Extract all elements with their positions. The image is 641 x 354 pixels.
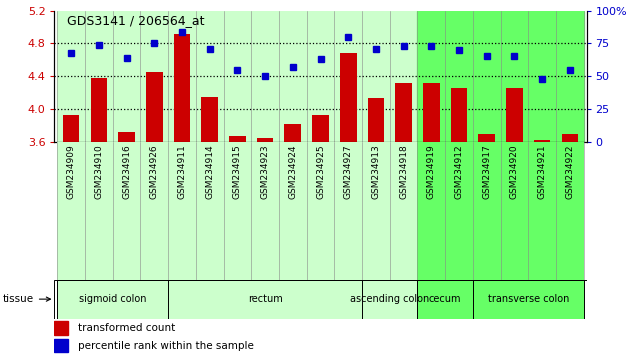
Bar <box>57 11 168 142</box>
Text: GSM234909: GSM234909 <box>67 144 76 199</box>
Text: GDS3141 / 206564_at: GDS3141 / 206564_at <box>67 14 205 27</box>
Text: transverse colon: transverse colon <box>488 294 569 304</box>
Text: ascending colon: ascending colon <box>350 294 429 304</box>
Bar <box>63 115 79 142</box>
Text: GSM234912: GSM234912 <box>454 144 463 199</box>
Bar <box>473 142 584 280</box>
Bar <box>362 11 417 142</box>
Bar <box>54 321 68 335</box>
Bar <box>229 136 246 142</box>
Bar <box>146 72 163 142</box>
Bar <box>367 98 384 142</box>
Text: sigmoid colon: sigmoid colon <box>79 294 146 304</box>
Bar <box>506 87 523 142</box>
Bar <box>57 142 168 280</box>
Text: GSM234927: GSM234927 <box>344 144 353 199</box>
Bar <box>362 280 417 319</box>
Text: GSM234918: GSM234918 <box>399 144 408 199</box>
Text: tissue: tissue <box>3 294 51 304</box>
Text: percentile rank within the sample: percentile rank within the sample <box>78 341 254 350</box>
Bar <box>395 84 412 142</box>
Bar <box>473 11 584 142</box>
Text: GSM234923: GSM234923 <box>261 144 270 199</box>
Bar <box>312 115 329 142</box>
Bar <box>473 280 584 319</box>
Bar <box>285 124 301 142</box>
Bar <box>362 142 417 280</box>
Bar <box>423 82 440 142</box>
Bar <box>54 339 68 352</box>
Text: GSM234917: GSM234917 <box>482 144 491 199</box>
Text: GSM234921: GSM234921 <box>538 144 547 199</box>
Bar <box>174 34 190 142</box>
Text: GSM234913: GSM234913 <box>371 144 380 199</box>
Bar <box>534 140 551 142</box>
Bar <box>168 142 362 280</box>
Bar <box>57 280 168 319</box>
Text: cecum: cecum <box>429 294 462 304</box>
Bar <box>168 280 362 319</box>
Bar <box>478 134 495 142</box>
Text: rectum: rectum <box>247 294 283 304</box>
Text: transformed count: transformed count <box>78 323 176 333</box>
Bar <box>257 138 274 142</box>
Text: GSM234911: GSM234911 <box>178 144 187 199</box>
Bar <box>118 132 135 142</box>
Text: GSM234914: GSM234914 <box>205 144 214 199</box>
Bar <box>168 11 362 142</box>
Bar <box>90 78 107 142</box>
Bar <box>417 142 473 280</box>
Text: GSM234910: GSM234910 <box>94 144 103 199</box>
Text: GSM234926: GSM234926 <box>150 144 159 199</box>
Text: GSM234919: GSM234919 <box>427 144 436 199</box>
Bar <box>417 11 473 142</box>
Text: GSM234920: GSM234920 <box>510 144 519 199</box>
Text: GSM234924: GSM234924 <box>288 144 297 199</box>
Bar <box>562 134 578 142</box>
Bar <box>451 87 467 142</box>
Text: GSM234922: GSM234922 <box>565 144 574 199</box>
Text: GSM234916: GSM234916 <box>122 144 131 199</box>
Bar <box>201 97 218 142</box>
Text: GSM234925: GSM234925 <box>316 144 325 199</box>
Bar <box>417 280 473 319</box>
Bar <box>340 53 356 142</box>
Text: GSM234915: GSM234915 <box>233 144 242 199</box>
